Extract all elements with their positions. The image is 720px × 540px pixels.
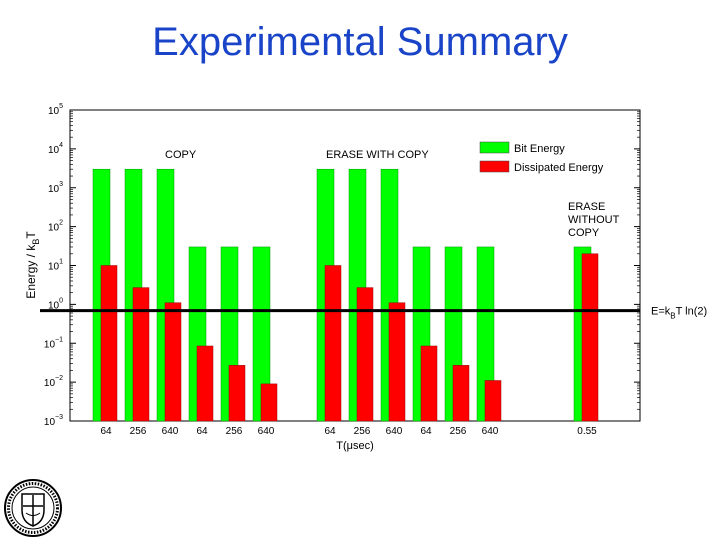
page-title: Experimental Summary — [152, 20, 568, 64]
legend-label: Bit Energy — [514, 143, 565, 155]
legend-swatch — [479, 141, 510, 154]
x-axis-label: T(μsec) — [336, 440, 374, 452]
legend-swatch — [479, 160, 510, 173]
x-tick-label: 64 — [420, 426, 432, 437]
y-tick-label: 103 — [48, 181, 63, 195]
bar-dissipated-energy — [164, 302, 182, 422]
group-label-erase-without-copy: ERASE — [568, 201, 605, 213]
group-label-erase-with-copy: ERASE WITH COPY — [326, 149, 429, 161]
x-tick-label: 256 — [354, 426, 371, 437]
x-tick-label: 256 — [130, 426, 147, 437]
bar-dissipated-energy — [581, 253, 599, 422]
x-tick-label: 640 — [162, 426, 179, 437]
bar-dissipated-energy — [324, 265, 342, 422]
bar-dissipated-energy — [228, 365, 246, 422]
bar-dissipated-energy — [196, 345, 214, 422]
y-tick-label: 10−2 — [44, 375, 63, 389]
y-tick-label: 101 — [48, 259, 63, 273]
y-axis-label: Energy / kBT — [24, 231, 41, 299]
x-tick-label: 640 — [482, 426, 499, 437]
reference-line-label: E=kBT ln(2) — [651, 306, 707, 321]
y-tick-label: 102 — [48, 220, 63, 234]
legend-label: Dissipated Energy — [514, 162, 604, 174]
x-tick-label: 0.55 — [577, 426, 597, 437]
x-tick-label: 64 — [324, 426, 336, 437]
group-label-erase-without-copy: COPY — [568, 227, 600, 239]
bar-dissipated-energy — [420, 345, 438, 422]
group-label-erase-without-copy: WITHOUT — [568, 214, 620, 226]
y-tick-label: 10−3 — [44, 414, 63, 428]
x-tick-label: 640 — [258, 426, 275, 437]
bar-dissipated-energy — [356, 287, 374, 422]
bar-dissipated-energy — [260, 383, 278, 422]
bar-dissipated-energy — [100, 265, 118, 422]
energy-bar-chart: 105 104 103 102 101 100 10−1 10−2 10−3 64 256 640 64… — [24, 103, 707, 452]
x-tick-label: 256 — [450, 426, 467, 437]
bar-dissipated-energy — [484, 380, 502, 422]
group-label-copy: COPY — [165, 149, 197, 161]
bar-dissipated-energy — [132, 287, 150, 422]
x-tick-label: 256 — [226, 426, 243, 437]
y-tick-label: 100 — [48, 297, 63, 311]
x-tick-label: 64 — [100, 426, 112, 437]
y-tick-label: 10−1 — [44, 336, 63, 350]
y-tick-label: 104 — [48, 142, 63, 156]
university-seal-logo — [4, 479, 62, 537]
bar-dissipated-energy — [388, 302, 406, 422]
y-tick-label: 105 — [48, 103, 63, 117]
x-tick-label: 640 — [386, 426, 403, 437]
bar-dissipated-energy — [452, 365, 470, 422]
x-tick-label: 64 — [196, 426, 208, 437]
